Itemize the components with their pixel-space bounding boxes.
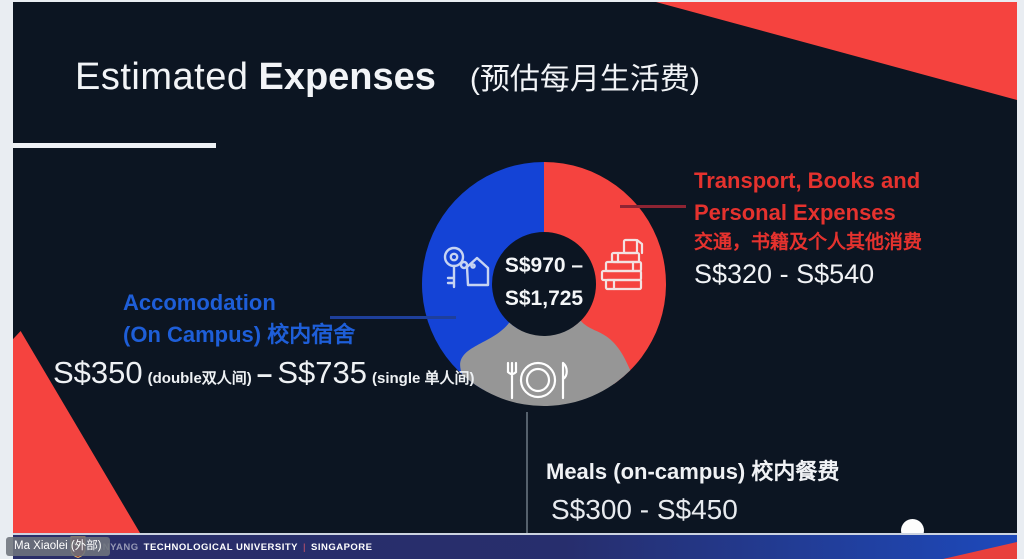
accommodation-label-line2: (On Campus) 校内宿舍	[123, 322, 356, 347]
footer-band: NANYANG TECHNOLOGICAL UNIVERSITY | SINGA…	[13, 533, 1017, 559]
callout-transport: Transport, Books and Personal Expenses 交…	[694, 165, 922, 291]
accommodation-amount: S$350 (double双人间) – S$735 (single 单人间)	[53, 355, 475, 391]
transport-label-line2: Personal Expenses	[694, 200, 896, 225]
presentation-slide: Estimated Expenses (预估每月生活费)	[13, 2, 1017, 559]
accommodation-amount-single: S$735	[277, 355, 368, 390]
footer-red-wedge	[943, 542, 1017, 559]
title-expenses: Expenses	[258, 56, 436, 98]
transport-label-chinese: 交通，书籍及个人其他消费	[694, 232, 923, 253]
total-line1: S$970 –	[504, 254, 584, 277]
footer-university-name: NANYANG TECHNOLOGICAL UNIVERSITY | SINGA…	[88, 535, 373, 559]
corner-accent-top-right	[656, 2, 1017, 100]
participant-name-label: Ma Xiaolei (外部)	[6, 537, 110, 556]
transport-amount: S$320 - S$540	[694, 259, 875, 289]
expenses-donut-chart	[412, 152, 676, 416]
leader-line-transport	[620, 205, 686, 208]
callout-meals: Meals (on-campus) 校内餐费 S$300 - S$450	[546, 456, 839, 528]
page-title: Estimated Expenses (预估每月生活费)	[75, 54, 700, 99]
total-line2: S$1,725	[504, 287, 584, 310]
segment-meals	[460, 320, 631, 406]
title-estimated: Estimated	[75, 56, 249, 98]
meals-amount: S$300 - S$450	[551, 494, 738, 525]
plate-cutlery-icon	[506, 361, 568, 400]
footer-separator: |	[303, 541, 306, 553]
footer-tech-university: TECHNOLOGICAL UNIVERSITY	[143, 541, 299, 553]
footer-singapore: SINGAPORE	[310, 541, 373, 553]
title-underline	[13, 143, 216, 148]
accommodation-amount-double: S$350	[53, 355, 143, 390]
donut-svg	[422, 162, 667, 406]
accommodation-note-double: (double双人间)	[147, 370, 252, 387]
meals-label: Meals (on-campus) 校内餐费	[546, 459, 840, 484]
accommodation-note-single: (single 单人间)	[372, 370, 475, 387]
transport-label-line1: Transport, Books and	[694, 168, 921, 193]
footer-nanyang: NANYANG	[88, 541, 139, 553]
keys-house-icon	[443, 246, 490, 289]
segment-transport	[544, 162, 667, 384]
title-chinese: (预估每月生活费)	[469, 63, 700, 96]
leader-line-meals	[526, 412, 528, 533]
books-stack-icon	[600, 238, 644, 291]
callout-accommodation: Accomodation (On Campus) 校内宿舍 S$350 (dou…	[53, 287, 475, 391]
accommodation-label-line1: Accomodation	[123, 290, 276, 315]
leader-line-accommodation	[330, 316, 456, 319]
donut-center-total: S$970 – S$1,725	[474, 249, 614, 315]
accommodation-amount-dash: –	[256, 358, 273, 389]
